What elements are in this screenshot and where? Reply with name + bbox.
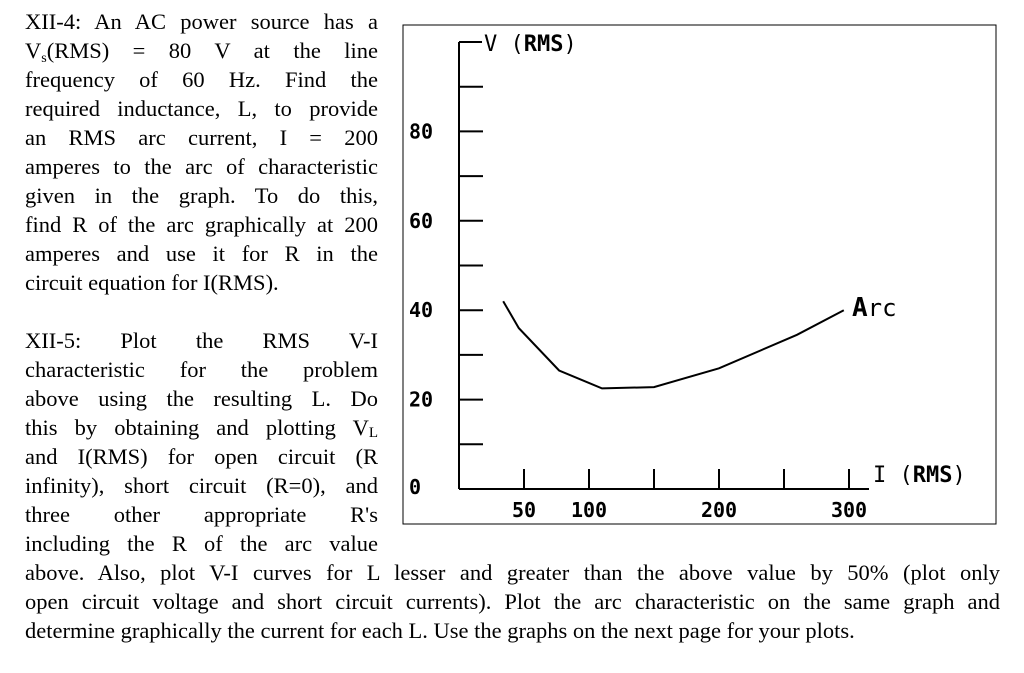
problem-4-line-8: find R of the arc graphically at 200 xyxy=(25,212,378,237)
problem-4-line-4: required inductance, L, to provide xyxy=(25,96,378,121)
problem-4-line-6: amperes to the arc of characteristic xyxy=(25,154,378,179)
x-axis-label: I (RMS) xyxy=(873,463,966,488)
series-group xyxy=(502,300,845,390)
x-tick-label: 200 xyxy=(701,498,737,522)
vs-symbol: Vs xyxy=(25,38,47,66)
problem-4-line-10: circuit equation for I(RMS). xyxy=(25,270,279,295)
x-tick-label: 300 xyxy=(831,498,867,522)
problem-4-line-5: an RMS arc current, I = 200 xyxy=(25,125,378,150)
problem-5-line-11: determine graphically the current for ea… xyxy=(25,618,855,643)
x-ticks: 50 100 200 300 xyxy=(512,469,867,522)
chart-frame xyxy=(402,24,997,525)
y-ticks: 0 20 40 60 80 xyxy=(409,85,483,499)
problem-5-line-1: XII-5: Plot the RMS V-I xyxy=(25,328,378,353)
problem-5-line-2: characteristic for the problem xyxy=(25,357,378,382)
x-tick-label: 100 xyxy=(571,498,607,522)
problem-4-line-9: amperes and use it for R in the xyxy=(25,241,378,266)
problem-5-line-7: three other appropriate R's xyxy=(25,502,378,527)
problem-4-line-3: frequency of 60 Hz. Find the xyxy=(25,67,378,92)
y-tick-label: 0 xyxy=(409,475,421,499)
arc-annotation: Arc xyxy=(852,293,897,323)
problem-5-line-5: and I(RMS) for open circuit (R xyxy=(25,444,378,469)
problem-4-line-7: given in the graph. To do this, xyxy=(25,183,378,208)
y-tick-label: 20 xyxy=(409,388,433,412)
y-tick-label: 60 xyxy=(409,209,433,233)
y-axis-label: V (RMS) xyxy=(484,32,577,57)
problem-5-line-8: including the R of the arc value xyxy=(25,531,378,556)
arc-curve xyxy=(502,300,845,390)
problem-4-line-2: Vs(RMS) = 80 V at the line xyxy=(25,38,378,66)
problem-5-line-3: above using the resulting L. Do xyxy=(25,386,378,411)
problem-5-line-6: infinity), short circuit (R=0), and xyxy=(25,473,378,498)
x-tick-label: 50 xyxy=(512,498,536,522)
problem-5-line-4: this by obtaining and plotting VL xyxy=(25,415,378,441)
y-tick-label: 80 xyxy=(409,119,433,143)
y-tick-label: 40 xyxy=(409,298,433,322)
problem-5-line-9: above. Also, plot V-I curves for L lesse… xyxy=(25,560,1000,585)
vl-subscript: L xyxy=(368,425,378,441)
problem-5-line-10: open circuit voltage and short circuit c… xyxy=(25,589,1000,614)
problem-4-line-1: XII-4: An AC power source has a xyxy=(25,9,378,34)
